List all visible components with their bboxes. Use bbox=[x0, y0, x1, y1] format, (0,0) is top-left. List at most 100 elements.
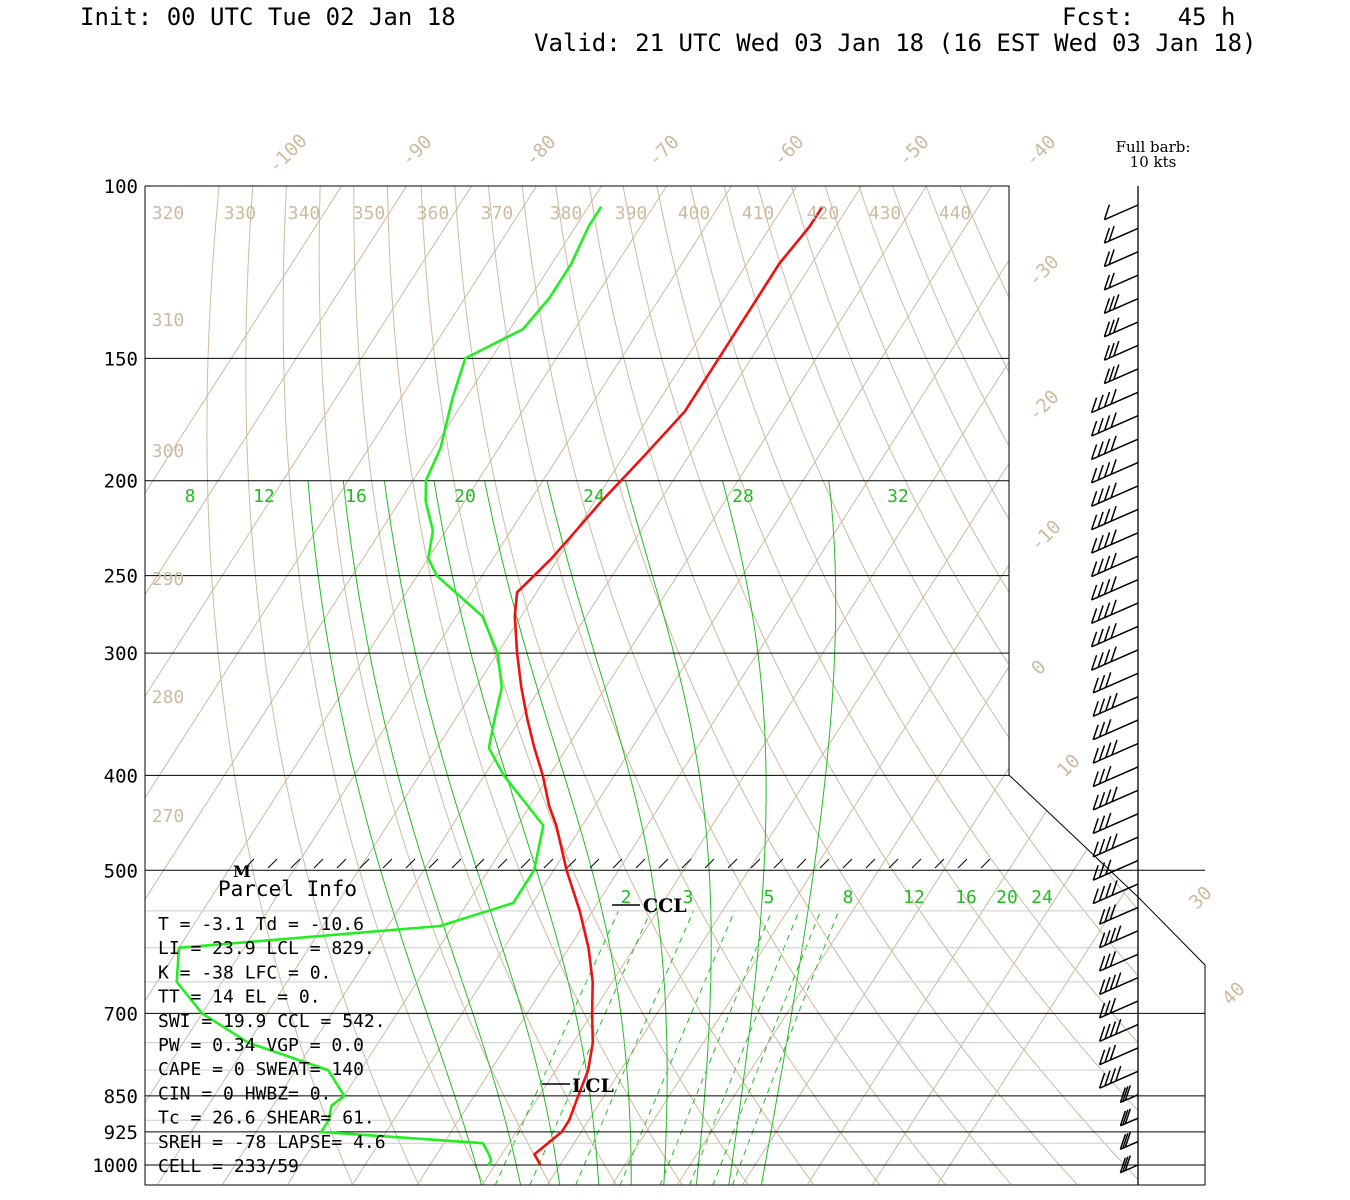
moist-adiabat-line bbox=[342, 480, 522, 1185]
tropopause-hatch-mark bbox=[773, 858, 784, 869]
wind-barb bbox=[1092, 739, 1139, 764]
moist-adiabat-line bbox=[484, 480, 632, 1185]
wind-barb-flag bbox=[1103, 602, 1111, 618]
mixing-ratio-label: 20 bbox=[996, 887, 1018, 908]
parcel-info-row: K = -38 LFC = 0. bbox=[158, 962, 331, 983]
isotherm-line bbox=[676, 186, 1138, 1185]
wind-barb-flag bbox=[1092, 677, 1099, 694]
moist-adiabat-line bbox=[624, 480, 712, 1185]
tropopause-hatch-mark bbox=[911, 858, 922, 869]
theta-label: 420 bbox=[807, 203, 840, 224]
wind-barb-shaft bbox=[1091, 578, 1139, 601]
mixing-ratio-label: 16 bbox=[955, 887, 977, 908]
tropopause-hatch-mark bbox=[635, 858, 646, 869]
wind-barb-flag bbox=[1092, 818, 1099, 834]
wind-barb-flag bbox=[1098, 768, 1106, 785]
wind-barb-flag bbox=[1097, 464, 1104, 481]
parcel-info-row: TT = 14 EL = 0. bbox=[158, 987, 321, 1008]
wind-barb-flag bbox=[1113, 294, 1120, 310]
tropopause-hatch-mark bbox=[566, 858, 577, 869]
wind-barb-flag bbox=[1109, 1068, 1117, 1084]
wind-barb-shaft bbox=[1091, 625, 1139, 648]
wind-barb-flag bbox=[1103, 579, 1111, 595]
wind-barb-flag bbox=[1103, 298, 1111, 314]
wind-barb bbox=[1103, 204, 1139, 221]
wind-barb-shaft bbox=[1092, 766, 1139, 788]
wind-barb-shaft bbox=[1099, 953, 1139, 972]
moist-adiabat-line bbox=[546, 480, 668, 1185]
wind-barb-flag bbox=[1090, 397, 1098, 413]
wind-barb bbox=[1090, 412, 1139, 437]
wind-barb bbox=[1092, 672, 1139, 694]
wind-barb-flag bbox=[1090, 491, 1098, 507]
mixing-ratio-label: 20 bbox=[454, 486, 476, 507]
wind-barb-flag bbox=[1105, 789, 1112, 805]
parcel-info-row: CELL = 233/59 bbox=[158, 1156, 299, 1177]
wind-barb-flag bbox=[1097, 581, 1104, 598]
tropopause-hatch-mark bbox=[474, 858, 485, 869]
wind-barb-shaft bbox=[1091, 602, 1139, 625]
isotherm-line bbox=[611, 186, 1138, 1185]
wind-barb-shaft bbox=[1092, 883, 1139, 905]
wind-barb bbox=[1090, 388, 1139, 414]
isotherm-label: -70 bbox=[644, 131, 684, 171]
wind-barb-shaft bbox=[1099, 1023, 1139, 1042]
wind-barb-flag bbox=[1092, 701, 1099, 717]
wind-barb-flag bbox=[1110, 552, 1117, 569]
wind-barb bbox=[1103, 294, 1139, 315]
wind-barb-flag bbox=[1103, 321, 1111, 338]
pressure-tick-label: 925 bbox=[104, 1122, 138, 1144]
wind-barb-flag bbox=[1103, 368, 1111, 384]
mixing-ratio-line bbox=[712, 910, 822, 1185]
wind-barb-flag bbox=[1098, 1002, 1106, 1019]
wind-barb-flag bbox=[1111, 880, 1118, 896]
wind-barb-flag bbox=[1098, 791, 1106, 808]
wind-barb bbox=[1103, 317, 1139, 338]
tropopause-hatch-mark bbox=[451, 858, 462, 869]
tropopause-hatch-mark bbox=[727, 858, 738, 869]
wind-barb bbox=[1090, 646, 1139, 671]
wind-barb-flag bbox=[1109, 1021, 1117, 1037]
wind-barb-flag bbox=[1098, 721, 1106, 738]
wind-barb-flag bbox=[1110, 435, 1117, 452]
wind-barb-flag bbox=[1122, 1109, 1129, 1126]
theta-label: 440 bbox=[939, 203, 972, 224]
wind-barb bbox=[1098, 972, 1139, 996]
wind-barb-flag bbox=[1110, 529, 1117, 545]
isotherm-line bbox=[741, 186, 1138, 1185]
wind-barb-flag bbox=[1103, 415, 1111, 431]
theta-label: 360 bbox=[417, 203, 450, 224]
wind-barb-flag bbox=[1108, 366, 1115, 382]
wind-barb-flag bbox=[1122, 1086, 1129, 1102]
wind-barb-flag bbox=[1098, 885, 1106, 902]
wind-barb-flag bbox=[1098, 745, 1106, 761]
moist-adiabat-line bbox=[383, 480, 561, 1185]
wind-barb-shaft bbox=[1092, 813, 1139, 835]
theta-label: 330 bbox=[224, 203, 257, 224]
wind-barb-flag bbox=[1098, 815, 1106, 831]
theta-label: 390 bbox=[615, 203, 648, 224]
isotherm-line bbox=[145, 186, 371, 1185]
mixing-ratio-label: 12 bbox=[253, 486, 275, 507]
wind-barb-flag bbox=[1103, 649, 1111, 665]
wind-barb-flag bbox=[1115, 1065, 1122, 1082]
wind-barb bbox=[1098, 1044, 1139, 1066]
wind-barb bbox=[1090, 505, 1139, 531]
wind-barb-flag bbox=[1115, 972, 1122, 988]
wind-barb-flag bbox=[1104, 976, 1111, 993]
wind-barb-shaft bbox=[1092, 696, 1139, 717]
pressure-tick-label: 1000 bbox=[92, 1155, 138, 1177]
wind-barb bbox=[1090, 482, 1139, 507]
wind-barb-flag bbox=[1105, 812, 1112, 829]
tropopause-hatch-mark bbox=[980, 858, 991, 869]
moist-adiabat-line bbox=[307, 480, 483, 1185]
wind-barb-shaft bbox=[1091, 391, 1139, 414]
wind-barb bbox=[1119, 1155, 1139, 1174]
valid-time-label: Valid: 21 UTC Wed 03 Jan 18 (16 EST Wed … bbox=[534, 29, 1257, 57]
wind-barb-flag bbox=[1092, 864, 1099, 881]
wind-barb-flag bbox=[1105, 695, 1112, 712]
dewpoint-profile-line bbox=[175, 205, 603, 1166]
wind-barb-flag bbox=[1108, 319, 1115, 335]
wind-barb-flag bbox=[1098, 1049, 1106, 1065]
dry-adiabat-line bbox=[452, 186, 815, 1185]
